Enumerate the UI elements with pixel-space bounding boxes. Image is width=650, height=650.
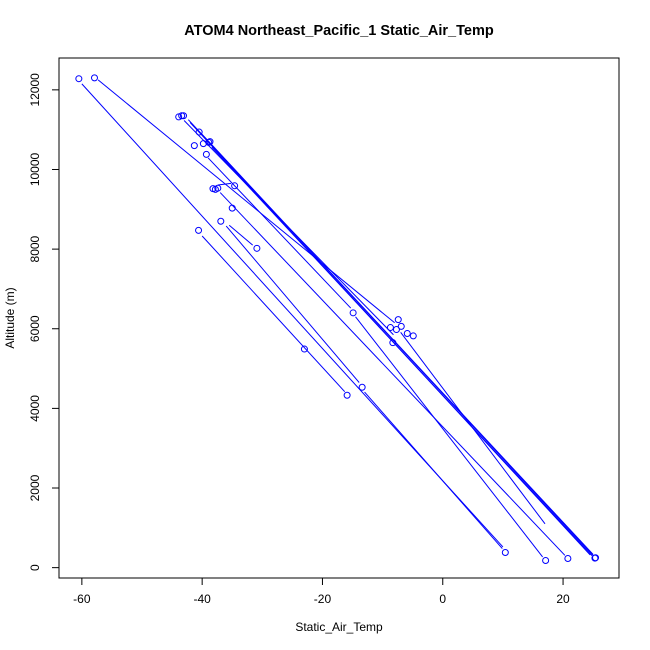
data-point: [397, 322, 405, 330]
series-line: [225, 225, 360, 383]
data-point: [75, 75, 83, 83]
x-tick-label: -20: [314, 592, 332, 606]
data-point: [180, 112, 188, 120]
data-point: [386, 324, 394, 332]
series-points: [75, 74, 600, 564]
data-point: [542, 556, 550, 564]
series-line: [219, 192, 566, 556]
y-tick-label: 0: [28, 564, 42, 571]
data-point: [178, 112, 186, 120]
data-point: [564, 554, 572, 562]
series-line: [207, 157, 352, 309]
data-point: [206, 138, 214, 146]
data-point: [214, 184, 222, 192]
data-point: [205, 138, 213, 146]
chart-title: ATOM4 Northeast_Pacific_1 Static_Air_Tem…: [184, 23, 494, 39]
data-point: [343, 391, 351, 399]
series-line: [97, 79, 395, 324]
x-tick-label: 0: [439, 592, 446, 606]
data-point: [591, 554, 599, 562]
data-point: [195, 128, 203, 136]
x-axis-label: Static_Air_Temp: [295, 620, 383, 634]
data-point: [392, 326, 400, 334]
series-line: [211, 146, 593, 557]
y-axis: 0 2000 4000 6000 8000 10000 12000: [28, 73, 60, 571]
y-axis-label: Altitude (m): [3, 287, 17, 348]
series-line: [355, 316, 544, 558]
series-lines: [81, 79, 594, 558]
data-point: [190, 142, 198, 150]
y-tick-label: 2000: [28, 474, 42, 501]
data-point: [403, 330, 411, 338]
data-point: [231, 182, 239, 190]
plot-area: [58, 57, 620, 579]
series-line: [201, 134, 594, 557]
y-tick-label: 4000: [28, 395, 42, 422]
series-line: [400, 332, 546, 525]
data-point: [195, 226, 203, 234]
x-axis: -60 -40 -20 0 20: [73, 577, 570, 606]
data-point: [175, 113, 183, 121]
y-tick-label: 12000: [28, 73, 42, 107]
data-point: [90, 74, 98, 82]
series-line: [228, 224, 254, 246]
y-tick-label: 10000: [28, 152, 42, 186]
series-line: [364, 391, 503, 549]
y-tick-label: 8000: [28, 235, 42, 262]
data-point: [358, 383, 366, 391]
y-tick-label: 6000: [28, 315, 42, 342]
data-point: [217, 217, 225, 225]
data-point: [253, 244, 261, 252]
series-line: [201, 235, 346, 392]
data-point: [389, 339, 397, 347]
data-point: [409, 332, 417, 340]
data-point: [228, 204, 236, 212]
data-point: [300, 345, 308, 353]
x-tick-label: -40: [193, 592, 211, 606]
x-tick-label: 20: [556, 592, 570, 606]
data-point: [501, 549, 509, 557]
data-point: [394, 316, 402, 324]
data-point: [349, 309, 357, 317]
series-line: [217, 182, 232, 186]
x-tick-label: -60: [73, 592, 91, 606]
data-point: [202, 150, 210, 158]
